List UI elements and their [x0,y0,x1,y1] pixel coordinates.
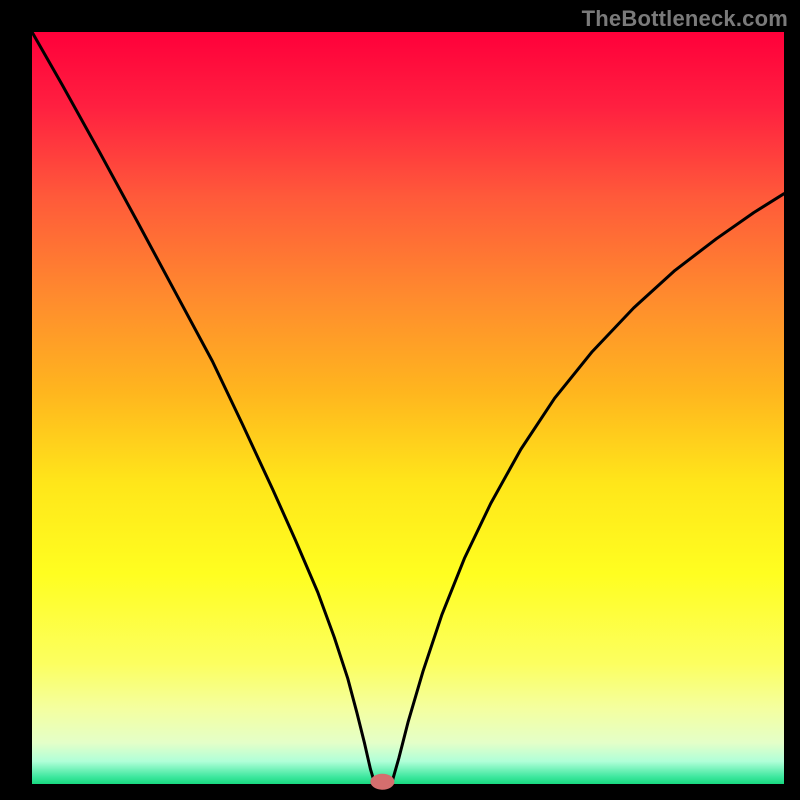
bottleneck-chart [0,0,800,800]
watermark-text: TheBottleneck.com [582,6,788,32]
optimal-point-marker [370,774,394,790]
chart-container: TheBottleneck.com [0,0,800,800]
plot-area [32,32,784,784]
